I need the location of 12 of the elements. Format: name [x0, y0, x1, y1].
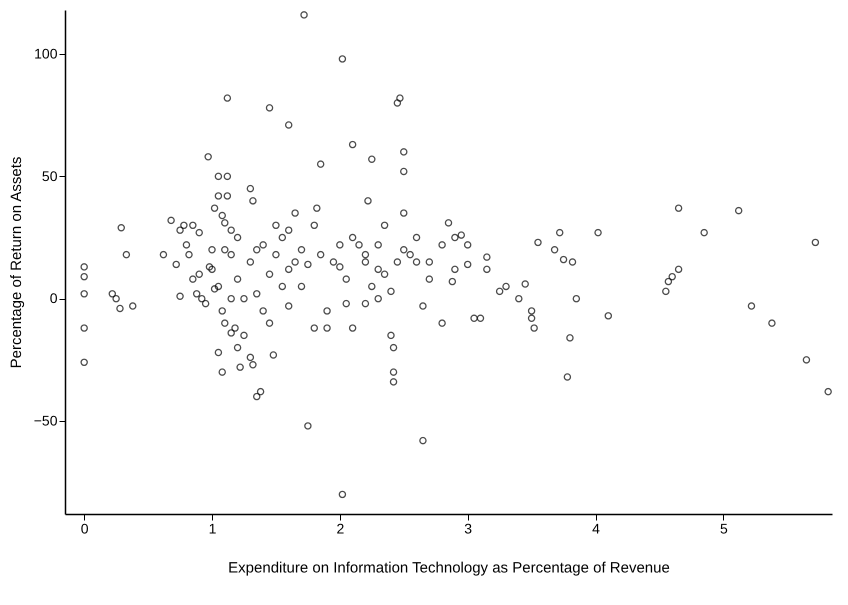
x-tick-label: 4: [592, 520, 600, 536]
y-tick-label: 0: [50, 290, 58, 306]
x-tick-label: 0: [80, 520, 89, 536]
y-tick-label: −50: [34, 412, 58, 429]
x-tick-label: 3: [464, 520, 472, 536]
x-tick-label: 2: [336, 520, 344, 536]
y-tick-label: 100: [34, 46, 58, 62]
y-axis-title: Percentage of Return on Assets: [8, 156, 25, 368]
x-axis-title: Expenditure on Information Technology as Percentage of Revenue: [228, 560, 670, 576]
x-tick-label: 5: [720, 520, 728, 536]
y-tick-label: 50: [42, 168, 58, 184]
x-tick-label: 1: [208, 520, 217, 536]
